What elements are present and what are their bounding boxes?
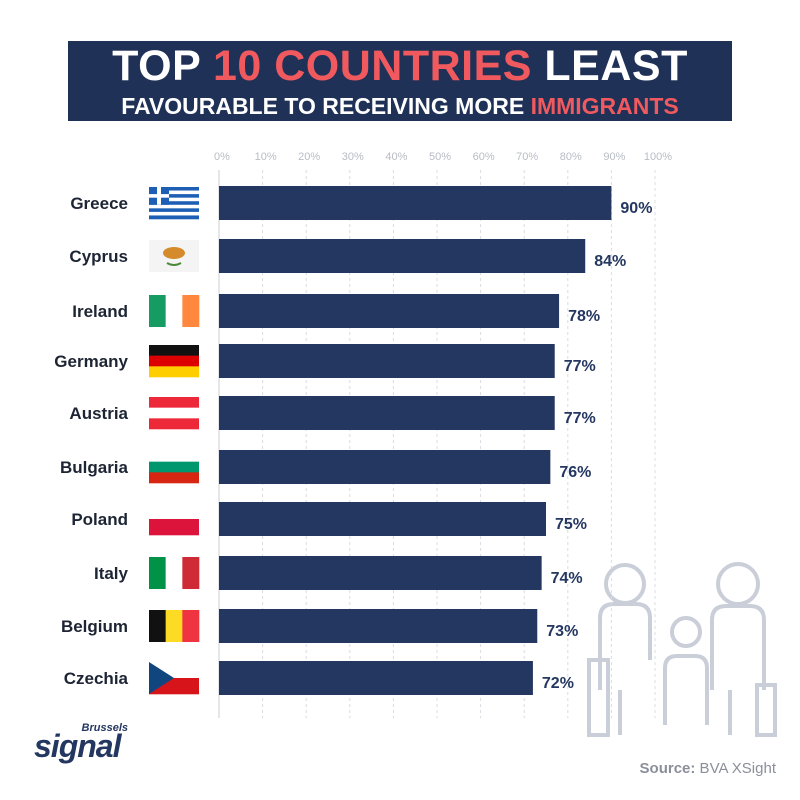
bar (219, 344, 555, 378)
family-icon (587, 562, 777, 737)
bar-row-austria: Austria 77% (69, 396, 596, 430)
title-text-1: TOP (112, 42, 213, 90)
brussels-signal-logo: Brussels signal (34, 722, 134, 774)
value-label: 75% (555, 516, 587, 533)
value-label: 77% (564, 358, 596, 375)
bar-row-belgium: Belgium 73% (61, 609, 578, 643)
bar-row-ireland: Ireland 78% (72, 294, 600, 328)
country-label: Belgium (61, 617, 128, 636)
italy-flag (149, 557, 200, 589)
bar-row-italy: Italy 74% (94, 556, 583, 590)
bar-row-greece: Greece 90% (70, 186, 652, 220)
bar-row-bulgaria: Bulgaria 76% (60, 450, 591, 484)
x-tick-label: 80% (560, 151, 582, 163)
bar (219, 609, 538, 643)
x-tick-label: 0% (214, 151, 230, 163)
bar-row-czechia: Czechia 72% (64, 661, 574, 695)
title-text-2: FAVOURABLE TO RECEIVING MORE (121, 93, 531, 119)
country-label: Poland (71, 510, 128, 529)
greece-flag (149, 187, 199, 220)
logo-top-text: Brussels (81, 722, 128, 734)
x-tick-label: 40% (385, 151, 407, 163)
country-label: Cyprus (69, 247, 128, 266)
country-label: Bulgaria (60, 458, 129, 477)
logo-main-text: signal (34, 728, 121, 764)
austria-flag (149, 397, 199, 430)
value-label: 90% (620, 200, 652, 217)
country-label: Italy (94, 564, 129, 583)
bar (219, 396, 555, 430)
title-accent-1: 10 COUNTRIES (212, 42, 532, 90)
value-label: 74% (551, 570, 583, 587)
country-label: Greece (70, 194, 128, 213)
bar-row-germany: Germany 77% (54, 344, 596, 378)
x-tick-label: 90% (603, 151, 625, 163)
czechia-flag (149, 662, 199, 695)
title-line-1: TOP 10 COUNTRIES LEAST (68, 41, 732, 91)
value-label: 76% (559, 464, 591, 481)
source-note: Source: BVA XSight (640, 760, 776, 777)
x-tick-label: 70% (516, 151, 538, 163)
bar (219, 661, 533, 695)
source-label: Source: (639, 760, 696, 777)
x-tick-label: 30% (342, 151, 364, 163)
value-label: 78% (568, 308, 600, 325)
x-tick-label: 100% (644, 151, 672, 163)
x-tick-label: 10% (255, 151, 277, 163)
germany-flag (149, 345, 199, 378)
bar (219, 186, 612, 220)
bar (219, 450, 551, 484)
country-label: Czechia (64, 669, 129, 688)
country-label: Ireland (72, 302, 128, 321)
bar (219, 502, 546, 536)
bar (219, 294, 560, 328)
x-tick-label: 50% (429, 151, 451, 163)
x-tick-label: 20% (298, 151, 320, 163)
poland-flag (149, 503, 199, 536)
value-label: 72% (542, 675, 574, 692)
value-label: 84% (594, 253, 626, 270)
value-label: 77% (564, 410, 596, 427)
value-label: 73% (546, 623, 578, 640)
bulgaria-flag (149, 451, 199, 484)
belgium-flag (149, 610, 200, 642)
bar (219, 556, 542, 590)
source-value: BVA XSight (695, 760, 776, 777)
bar (219, 239, 586, 273)
ireland-flag (149, 295, 200, 327)
country-label: Germany (54, 352, 128, 371)
title-line-2: FAVOURABLE TO RECEIVING MORE IMMIGRANTS (68, 91, 732, 121)
x-tick-label: 60% (473, 151, 495, 163)
bar-row-poland: Poland 75% (71, 502, 587, 536)
title-accent-2: IMMIGRANTS (530, 93, 679, 119)
cyprus-flag (149, 240, 199, 272)
bar-row-cyprus: Cyprus 84% (69, 239, 626, 273)
title-text-1b: LEAST (531, 42, 688, 90)
country-label: Austria (69, 404, 128, 423)
